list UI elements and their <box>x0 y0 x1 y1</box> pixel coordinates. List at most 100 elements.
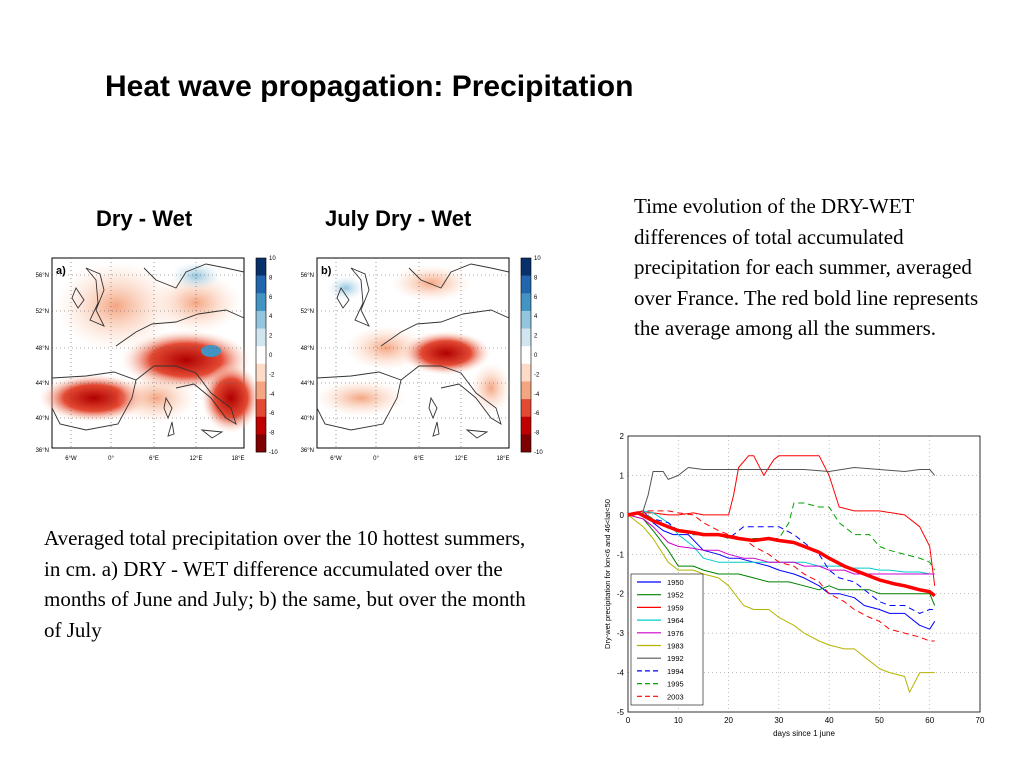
y-tick-label: -4 <box>617 669 625 678</box>
x-tick-label: 30 <box>774 716 783 725</box>
map-b-lat-tick: 56°N <box>301 273 314 279</box>
colorbar-swatch <box>521 416 531 435</box>
series-line <box>627 467 936 516</box>
x-tick-label: 10 <box>674 716 683 725</box>
colorbar-tick-label: -2 <box>269 372 275 378</box>
legend-label: 1959 <box>667 603 684 612</box>
y-tick-label: 2 <box>620 432 625 441</box>
colorbar-tick-label: -6 <box>269 411 275 417</box>
map-b-colorbar: 10 8 6 4 2 0 -2 -4 -6 -8 -10 <box>520 256 543 456</box>
map-a-lat-tick: 56°N <box>36 273 49 279</box>
x-tick-label: 0 <box>626 716 631 725</box>
map-b-lon-tick: 6°E <box>414 456 424 462</box>
map-a-heading: Dry - Wet <box>96 206 193 231</box>
colorbar-border <box>255 257 267 453</box>
colorbar-tick-label: -4 <box>534 392 540 398</box>
colorbar-tick-label: -10 <box>534 450 543 456</box>
map-b-heading: July Dry - Wet <box>325 206 472 231</box>
colorbar-tick-label: -8 <box>269 431 275 437</box>
colorbar-tick-label: 6 <box>534 295 538 301</box>
chart-caption: Time evolution of the DRY-WET difference… <box>634 194 979 340</box>
map-b-lon-tick: 12°E <box>454 456 467 462</box>
map-a-coastlines <box>51 263 245 439</box>
map-a-lon-tick: 6°E <box>149 456 159 462</box>
colorbar-swatch <box>521 434 531 453</box>
x-tick-label: 40 <box>825 716 834 725</box>
map-b-lon-tick: 0° <box>373 456 379 462</box>
series-line <box>627 510 935 642</box>
map-b-panel-label: b) <box>321 265 332 277</box>
y-tick-label: 1 <box>620 471 625 480</box>
colorbar-tick-label: -6 <box>534 411 540 417</box>
series-line <box>627 511 936 598</box>
colorbar-tick-label: 6 <box>269 295 273 301</box>
colorbar-swatch <box>521 399 531 418</box>
legend-label: 1983 <box>667 642 684 651</box>
colorbar-swatch <box>521 275 531 294</box>
legend-label: 1950 <box>667 578 684 587</box>
map-a-lon-tick: 0° <box>108 456 114 462</box>
legend-label: 1976 <box>667 629 684 638</box>
map-b-lon-tick: 6°W <box>330 456 342 462</box>
legend-label: 1952 <box>667 591 684 600</box>
colorbar-tick-label: 2 <box>534 334 538 340</box>
colorbar-swatch <box>256 434 266 453</box>
colorbar-swatch <box>256 363 266 382</box>
map-a-gridlines <box>52 258 244 448</box>
map-a-colorbar: 10 8 6 4 2 0 -2 -4 -6 -8 -10 <box>255 256 278 456</box>
x-tick-label: 70 <box>976 716 985 725</box>
colorbar-swatch <box>521 310 531 329</box>
colorbar-swatch <box>521 328 531 347</box>
y-axis-label: Dry-wet precipitation for lon<6 and 46<l… <box>603 499 612 649</box>
legend-box <box>630 573 704 706</box>
map-a-lat-tick: 36°N <box>36 448 49 454</box>
colorbar-tick-label: 0 <box>269 353 273 359</box>
colorbar-tick-label: -8 <box>534 431 540 437</box>
legend-label: 2003 <box>667 692 684 701</box>
x-tick-label: 50 <box>875 716 884 725</box>
map-b-lat-tick: 52°N <box>301 309 314 315</box>
colorbar-swatch <box>256 399 266 418</box>
map-a-lat-tick: 52°N <box>36 309 49 315</box>
colorbar-swatch <box>256 258 266 276</box>
y-tick-label: -1 <box>617 550 625 559</box>
colorbar-swatch <box>521 346 531 365</box>
map-b-lon-tick: 18°E <box>496 456 509 462</box>
plot-frame <box>627 435 981 713</box>
colorbar-tick-label: 4 <box>534 314 538 320</box>
maps-caption: Averaged total precipitation over the 10… <box>44 526 526 642</box>
colorbar-tick-label: 10 <box>534 256 541 262</box>
series-line <box>627 514 936 606</box>
map-a-lon-tick: 18°E <box>231 456 244 462</box>
map-b-lat-tick: 36°N <box>301 448 314 454</box>
series-line <box>627 455 936 586</box>
x-axis-label: days since 1 june <box>773 729 835 738</box>
precipitation-map-b: b) 56°N 52°N 48°N 44°N 40°N 36°N 6°W 0° … <box>301 256 544 462</box>
series-line <box>627 514 935 575</box>
y-tick-label: 0 <box>620 511 625 520</box>
legend-label: 1992 <box>667 654 684 663</box>
legend-label: 1994 <box>667 667 684 676</box>
colorbar-swatch <box>521 381 531 400</box>
colorbar-swatch <box>256 293 266 312</box>
series-line <box>627 510 936 630</box>
map-a-panel-label: a) <box>56 265 66 277</box>
map-a-anomaly-field <box>39 261 261 433</box>
colorbar-swatch <box>256 310 266 329</box>
colorbar-swatch <box>256 381 266 400</box>
colorbar-swatch <box>521 258 531 276</box>
colorbar-swatch <box>256 416 266 435</box>
map-b-coastlines <box>316 263 510 439</box>
colorbar-tick-label: -2 <box>534 372 540 378</box>
x-tick-label: 20 <box>724 716 733 725</box>
y-tick-label: -5 <box>617 708 625 717</box>
x-tick-label: 60 <box>925 716 934 725</box>
legend-label: 1995 <box>667 680 684 689</box>
colorbar-tick-label: -4 <box>269 392 275 398</box>
map-b-gridlines <box>317 258 509 448</box>
series-line <box>627 502 936 571</box>
colorbar-tick-label: 0 <box>534 353 538 359</box>
colorbar-tick-label: 4 <box>269 314 273 320</box>
colorbar-swatch <box>256 346 266 365</box>
